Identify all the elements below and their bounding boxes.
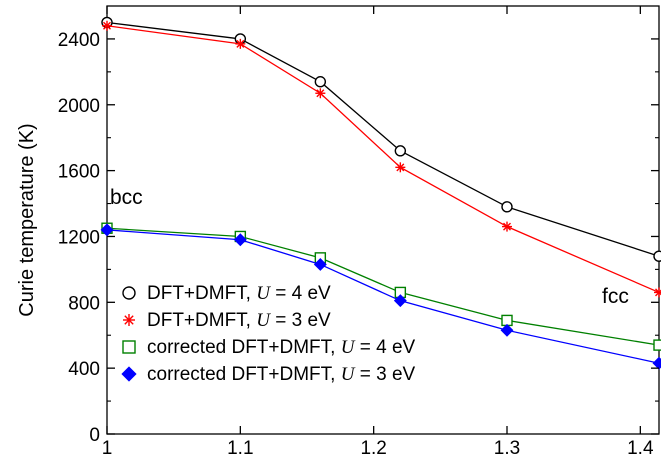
series-1-line xyxy=(106,21,660,257)
series-4-point xyxy=(233,233,247,247)
marker-diamond xyxy=(393,294,407,308)
series-4-point xyxy=(393,294,407,308)
marker-diamond xyxy=(233,233,247,247)
annotation-bcc: bcc xyxy=(110,186,143,209)
series-2-point xyxy=(235,38,246,49)
marker-filled-diamond xyxy=(121,366,137,382)
marker-square xyxy=(653,339,661,351)
series-1-point xyxy=(394,145,407,157)
marker-open-circle xyxy=(122,286,136,300)
legend-item-2: DFT+DMFT, U = 3 eV xyxy=(123,310,331,331)
series-2-point xyxy=(395,162,406,173)
legend-label-suffix: = 3 eV xyxy=(270,310,331,331)
y-axis-label: Curie temperature (K) xyxy=(16,123,38,316)
series-2-point xyxy=(502,221,512,232)
marker-open-square xyxy=(122,340,136,354)
legend-label-suffix: = 4 eV xyxy=(354,337,415,358)
series-3-line xyxy=(106,227,660,346)
marker-circle xyxy=(122,286,136,300)
legend-label-prefix: corrected DFT+DMFT, xyxy=(147,337,341,358)
legend-item-1: DFT+DMFT, U = 4 eV xyxy=(122,283,331,304)
series-4-point xyxy=(652,356,661,370)
y-tick-label: 2000 xyxy=(58,96,100,117)
marker-diamond xyxy=(652,356,661,370)
marker-diamond xyxy=(313,257,327,271)
x-tick-label: 1.3 xyxy=(494,438,520,457)
legend-label: DFT+DMFT, U = 4 eV xyxy=(147,283,331,304)
y-tick-label: 800 xyxy=(68,293,100,314)
marker-circle xyxy=(394,145,407,157)
series-4-point xyxy=(500,323,514,337)
legend-label-prefix: corrected DFT+DMFT, xyxy=(147,364,341,385)
axes-layer: 11.11.21.31.404008001200160020002400c/aC… xyxy=(16,6,659,457)
series-1 xyxy=(101,16,661,262)
legend-label-variable: U xyxy=(256,283,271,304)
legend-item-3: corrected DFT+DMFT, U = 4 eV xyxy=(122,337,416,358)
legend-label-suffix: = 4 eV xyxy=(270,283,331,304)
series-2 xyxy=(102,20,661,298)
series-4-point xyxy=(100,223,114,237)
x-tick-label: 1.2 xyxy=(360,438,386,457)
legend-label: corrected DFT+DMFT, U = 4 eV xyxy=(147,337,416,358)
marker-diamond xyxy=(500,323,514,337)
series-1-point xyxy=(501,201,513,213)
series-2-point xyxy=(315,88,326,99)
series-3-point xyxy=(653,339,661,351)
series-layer xyxy=(100,16,661,370)
legend-label-variable: U xyxy=(256,310,271,331)
annotation-fcc: fcc xyxy=(602,285,629,308)
series-4 xyxy=(100,223,661,370)
marker-circle xyxy=(314,76,327,88)
plot-area xyxy=(106,5,660,435)
series-2-line xyxy=(106,25,660,294)
series-4-point xyxy=(313,257,327,271)
x-tick-label: 1 xyxy=(102,438,113,457)
y-tick-label: 1600 xyxy=(58,162,100,183)
annotation-layer: bcc fcc xyxy=(110,186,629,308)
legend-label-variable: U xyxy=(341,364,356,385)
series-1-point xyxy=(653,250,661,262)
legend-item-4: corrected DFT+DMFT, U = 3 eV xyxy=(121,364,416,385)
marker-circle xyxy=(501,201,513,213)
legend-label-variable: U xyxy=(341,337,356,358)
x-tick-label: 1.4 xyxy=(627,438,654,457)
x-tick-label: 1.1 xyxy=(227,438,253,457)
legend-label-prefix: DFT+DMFT, xyxy=(147,310,256,331)
plot-frame xyxy=(106,5,660,435)
marker-diamond xyxy=(121,366,137,382)
series-2-point xyxy=(102,20,112,31)
y-tick-label: 1200 xyxy=(58,227,100,248)
marker-square xyxy=(122,340,136,354)
marker-circle xyxy=(653,250,661,262)
series-2-point xyxy=(654,287,661,298)
series-1-point xyxy=(314,76,327,88)
legend-label: DFT+DMFT, U = 3 eV xyxy=(147,310,331,331)
marker-asterisk xyxy=(123,314,135,326)
marker-diamond xyxy=(100,223,114,237)
legend-label-prefix: DFT+DMFT, xyxy=(147,283,256,304)
y-tick-label: 0 xyxy=(89,425,100,446)
legend-label: corrected DFT+DMFT, U = 3 eV xyxy=(147,364,416,385)
y-tick-label: 2400 xyxy=(58,30,100,51)
series-4-line xyxy=(106,229,660,364)
legend-label-suffix: = 3 eV xyxy=(354,364,415,385)
y-tick-label: 400 xyxy=(68,359,100,380)
